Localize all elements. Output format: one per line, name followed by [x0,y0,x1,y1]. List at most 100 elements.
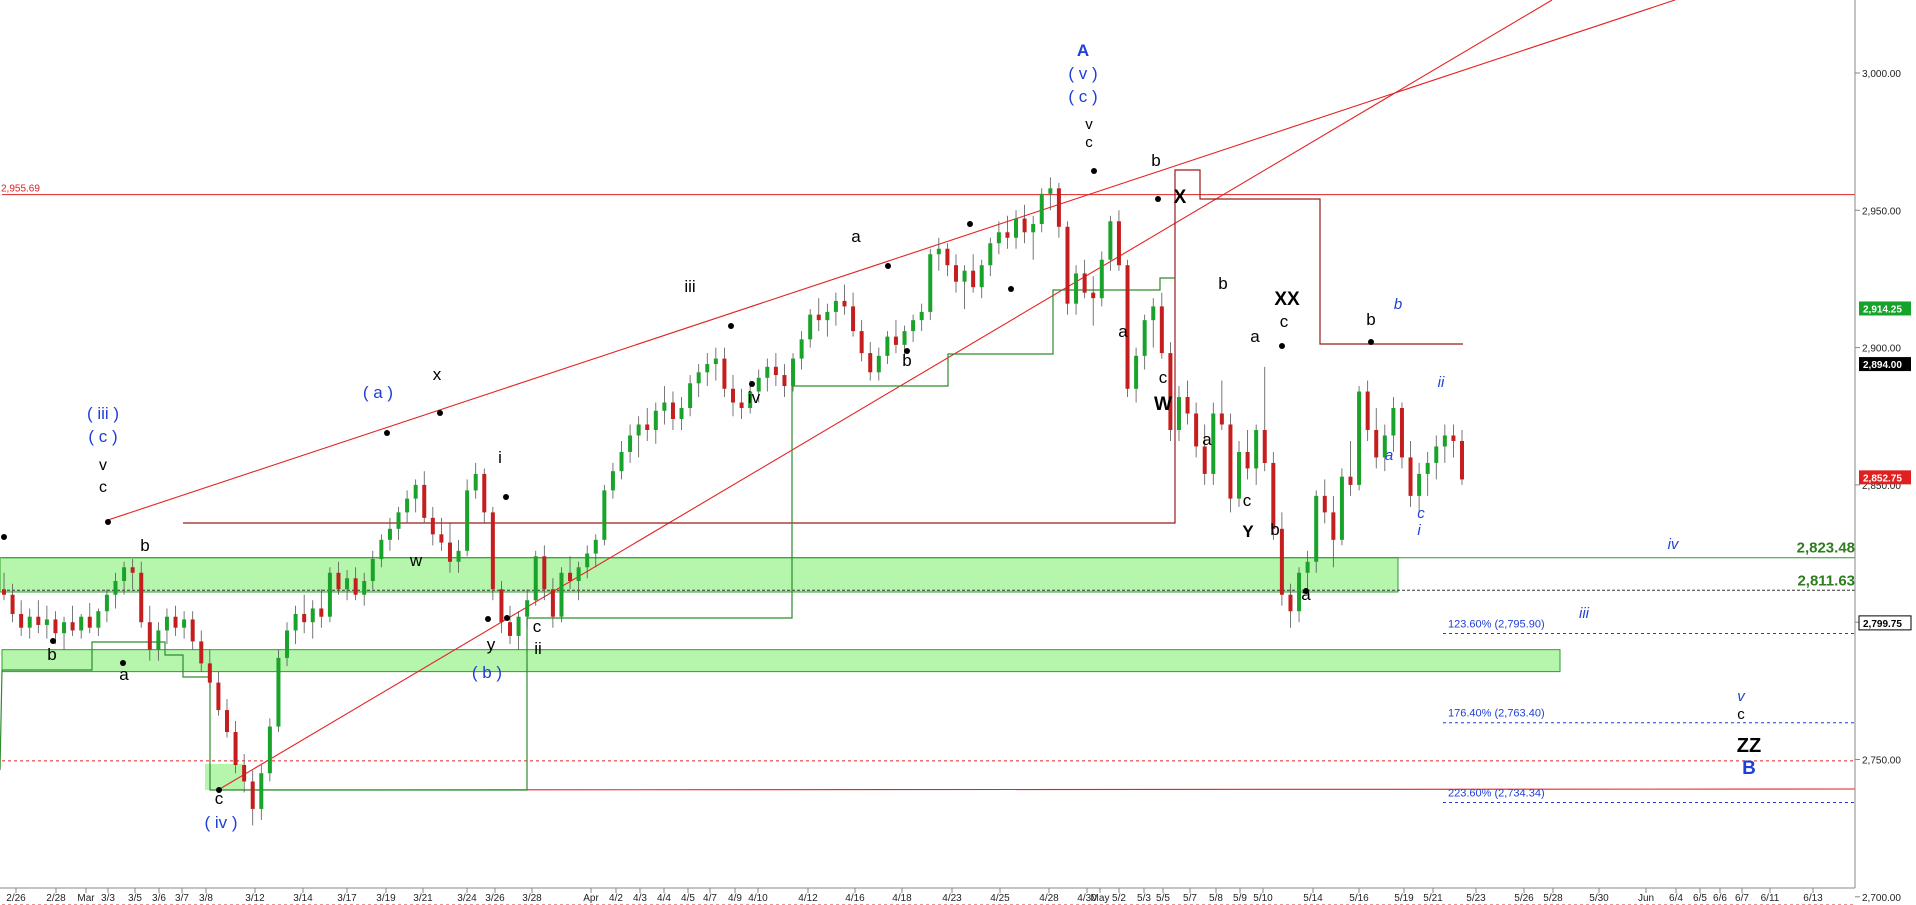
date-axis-label: Apr [583,893,599,904]
support-zone [1,649,1561,673]
candle-body [2,589,6,595]
date-axis-label: 4/16 [845,893,865,904]
candle-body [971,270,976,288]
wave-label: a [1202,430,1212,449]
candle-body [756,377,761,392]
candle-body [1425,462,1430,474]
date-axis-label: Jun [1638,893,1654,904]
wave-label: b [902,351,911,370]
candle-body [1202,446,1207,474]
wave-label: b [1218,274,1227,293]
candle-body [387,528,392,540]
wave-label: c [1417,505,1425,522]
wave-label: ( iv ) [204,813,237,832]
price-tag [1859,470,1911,485]
candle-body [353,578,358,595]
candle-body [885,336,890,356]
horizontal-line-label: 2,955.69 [1,184,40,195]
support-zone [0,557,1399,593]
candle-body [670,402,675,419]
candle-body [1134,355,1139,389]
candle-body [27,616,32,628]
wave-label: c [1280,312,1289,331]
candle-body [1185,397,1190,414]
candle-body [482,473,487,513]
candle-body [1014,218,1019,238]
pivot-dot [885,263,891,269]
date-axis-label: Mar [77,893,95,904]
wave-label: w [409,551,423,570]
pivot-dot [1368,339,1374,345]
candle-body [122,567,127,582]
candle-body [1434,446,1439,463]
candle-body [267,726,272,774]
candle-body [1048,188,1053,194]
wave-label: ( c ) [88,427,117,446]
fib-level-label: 176.40% (2,763.40) [1448,708,1545,720]
price-tag-label: 2,852.75 [1863,473,1902,484]
candle-body [1168,353,1173,430]
candle-body [825,311,830,321]
pivot-dot [1008,286,1014,292]
candle-body [628,435,633,452]
wave-label: A [1077,41,1089,60]
candle-body [1031,224,1036,233]
price-tag [1858,615,1912,631]
candle-body [902,331,907,345]
candle-body [911,320,916,332]
fib-level-label: 223.60% (2,734.34) [1448,788,1545,800]
candle-body [791,358,796,387]
price-axis-label: 2,900.00 [1862,344,1901,355]
date-axis-label: 5/8 [1209,893,1223,904]
pivot-dot [904,348,910,354]
wave-label: iv [1668,536,1680,553]
candle-body [1408,457,1413,496]
date-axis-label: 5/2 [1112,893,1126,904]
pivot-dot [728,323,734,329]
price-axis-label: 2,750.00 [1862,756,1901,767]
candle-body [1305,561,1310,573]
pivot-dot [50,638,56,644]
wave-label: c [1737,706,1745,723]
candle-body [953,265,958,282]
candle-body [936,248,941,255]
date-axis-label: 3/7 [175,893,189,904]
lines-layer: 2,955.69 2,823.48 2,811.63 123.60% (2,795.9… [0,0,1856,905]
candle-body [508,622,513,636]
candle-body [430,517,435,535]
candle-body [1348,476,1353,485]
candle-body [962,270,967,282]
trendline [217,0,1553,791]
candle-body [525,600,530,617]
pivot-dot [749,381,755,387]
date-axis-label: 5/28 [1543,893,1563,904]
date-axis-label: 3/6 [152,893,166,904]
date-axis-label: 6/11 [1761,893,1780,904]
candle-body [1417,473,1422,496]
wave-label: v [99,457,107,474]
candle-body [302,613,307,623]
candle-body [327,572,332,617]
candle-body [602,490,607,540]
date-axis-label: 4/23 [942,893,962,904]
candle-body [1151,306,1156,321]
pivot-dot [216,787,222,793]
candle-body [190,619,195,642]
candle-body [610,471,615,491]
wave-label: b [140,536,149,555]
candle-body [1288,594,1293,612]
wave-label: i [1417,522,1421,539]
date-axis-label: 5/23 [1466,893,1486,904]
date-axis-label: 4/4 [657,893,671,904]
wave-label: c [533,617,542,636]
wave-label: a [1385,447,1393,464]
wave-label: i [498,448,502,467]
wave-label: c [215,789,224,808]
candle-body [945,248,950,266]
candle-body [688,383,693,409]
wave-label: B [1742,758,1756,779]
date-axis-label: 3/12 [245,893,265,904]
date-axis-label: 5/10 [1253,893,1273,904]
fib-level-label: 123.60% (2,795.90) [1448,618,1545,630]
date-axis-label: 3/26 [485,893,505,904]
